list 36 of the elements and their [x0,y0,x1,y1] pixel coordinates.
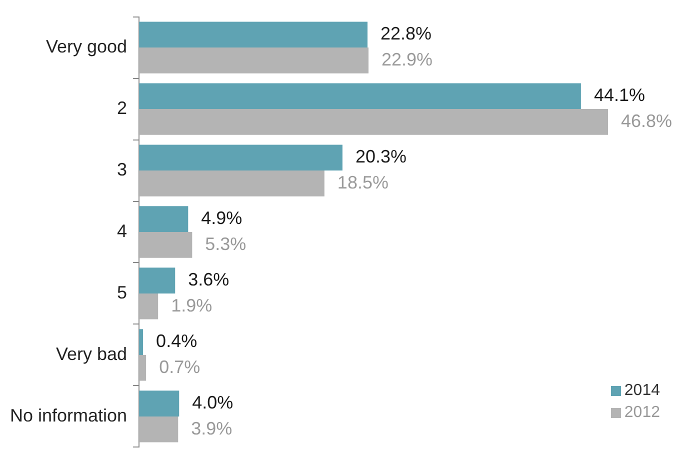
data-label: 22.9% [382,49,433,70]
data-label: 22.8% [380,24,432,44]
data-label: 0.4% [156,331,198,352]
bar [139,48,369,74]
bar [139,83,581,110]
bar [139,416,178,442]
bar [139,354,146,381]
data-label: 5.3% [205,234,246,254]
y-tick-label: No information [10,405,128,426]
bar [139,109,608,135]
bar [139,170,324,196]
y-tick-label: 5 [117,282,128,302]
y-tick-label: 3 [117,159,128,180]
legend-label: 2012 [624,404,660,422]
bar [139,293,158,320]
data-label: 46.8% [621,110,672,131]
bar [139,268,176,294]
y-tick-label: Very good [46,36,128,57]
y-tick-label: 4 [117,220,128,241]
bar [139,390,180,416]
bar [139,206,188,232]
data-label: 3.9% [191,418,232,438]
y-tick-label: Very bad [56,344,128,364]
data-label: 1.9% [171,295,212,316]
data-label: 18.5% [337,172,388,192]
y-tick-label: 2 [117,98,128,118]
bar [139,22,368,48]
data-label: 20.3% [355,146,407,167]
bar [139,144,342,171]
data-label: 44.1% [594,85,645,106]
data-label: 3.6% [188,270,230,290]
bar [139,232,192,258]
legend-label: 2014 [624,382,660,400]
data-label: 4.9% [201,208,242,228]
data-label: 4.0% [192,392,234,413]
data-label: 0.7% [159,356,200,377]
